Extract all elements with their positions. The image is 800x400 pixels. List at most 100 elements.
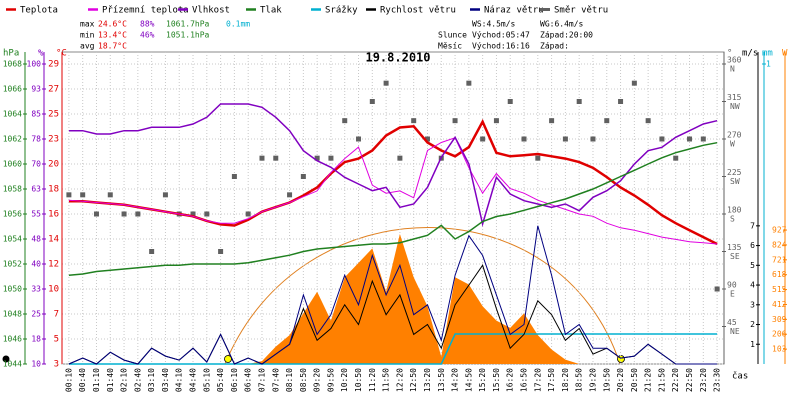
point — [562, 136, 568, 142]
y-tick-label: 824 — [772, 240, 787, 249]
y-tick-label: 7 — [54, 310, 59, 320]
legend-label: Směr větru — [554, 6, 608, 16]
x-tick-label: 03:40 — [161, 368, 170, 392]
stat-text: 13.4°C — [98, 31, 127, 40]
x-tick-label: 17:20 — [533, 368, 542, 392]
point — [66, 192, 72, 198]
point — [369, 99, 375, 104]
y-tick-label: 1048 — [3, 310, 22, 319]
y-tick-label: 12 — [48, 259, 59, 269]
x-tick-label: 13:20 — [423, 368, 432, 392]
axis-unit: mm — [762, 49, 773, 59]
y-tick-label: 135 — [727, 243, 742, 252]
x-tick-label: 23:20 — [699, 368, 708, 392]
point — [452, 118, 458, 124]
x-tick-label: 04:40 — [189, 368, 198, 392]
y-tick-label: 6 — [750, 241, 755, 250]
y-tick-label: 1058 — [3, 185, 22, 194]
point — [700, 136, 706, 142]
y-tick-label: 78 — [31, 135, 41, 144]
y-tick-label: 10 — [48, 285, 59, 295]
legend-label: Teplota — [20, 6, 58, 16]
compass-label: E — [730, 290, 735, 299]
y-tick-label: 1060 — [3, 160, 22, 169]
x-tick-label: 14:20 — [451, 368, 460, 392]
point — [107, 192, 113, 198]
point — [204, 211, 210, 217]
x-tick-label: 03:10 — [147, 368, 156, 392]
x-tick-label: 00:40 — [78, 368, 87, 392]
stat-text: 1061.7hPa — [166, 20, 210, 29]
moon-dot — [2, 355, 10, 363]
legend-label: Přízemní teplota — [102, 6, 189, 16]
x-tick-label: 23:30 — [713, 368, 722, 392]
stat-text: max — [80, 20, 95, 29]
x-tick-label: 20:50 — [630, 368, 639, 392]
stat-text: 88% — [140, 20, 155, 29]
stat-text: Východ:05:47 — [472, 31, 530, 40]
x-tick-label: 11:50 — [382, 368, 391, 392]
axis-unit: hPa — [3, 49, 19, 59]
y-tick-label: 3 — [54, 360, 59, 370]
line — [68, 141, 718, 277]
y-tick-label: 100 — [27, 60, 42, 69]
y-tick-label: 3 — [750, 300, 755, 309]
y-tick-label: 1050 — [3, 285, 22, 294]
y-tick-label: 33 — [31, 285, 41, 294]
point — [328, 155, 334, 161]
point — [397, 155, 403, 161]
x-tick-label: 00:10 — [64, 368, 73, 392]
point — [300, 174, 306, 179]
y-tick-label: 315 — [727, 93, 742, 102]
y-tick-label: 412 — [772, 300, 787, 309]
x-tick-label: 18:50 — [575, 368, 584, 392]
y-tick-label: 270 — [727, 131, 742, 140]
y-tick-label: 5 — [54, 334, 59, 344]
point — [383, 80, 389, 86]
x-tick-label: 16:50 — [520, 368, 529, 392]
y-axis-unit: °C — [56, 49, 67, 59]
point — [604, 118, 610, 124]
x-tick-label: 12:50 — [409, 368, 418, 392]
x-tick-label: 21:20 — [644, 368, 653, 392]
point — [149, 249, 155, 254]
x-tick-label: 18:20 — [561, 368, 570, 392]
x-tick-label: 11:20 — [368, 368, 377, 392]
point — [273, 155, 279, 161]
y-tick-label: 1046 — [3, 335, 22, 344]
y-tick-label: 10 — [31, 360, 41, 369]
point — [576, 99, 582, 104]
point — [687, 136, 693, 142]
axis-unit: ° — [727, 49, 732, 59]
point — [673, 155, 679, 161]
point — [645, 118, 651, 124]
line — [68, 103, 718, 227]
x-tick-label: 17:50 — [547, 368, 556, 392]
x-tick-label: 02:40 — [133, 368, 142, 392]
y-tick-label: 27 — [48, 85, 59, 95]
legend-label: Tlak — [260, 6, 282, 16]
y-tick-label: 16 — [48, 210, 59, 220]
y-tick-label: 5 — [750, 261, 755, 270]
axis-unit: % — [38, 49, 44, 59]
stat-text: 1051.1hPa — [166, 31, 210, 40]
stat-text: Západ: — [540, 42, 569, 51]
x-tick-label: 19:20 — [588, 368, 597, 392]
y-tick-label: 927 — [772, 226, 787, 235]
y-tick-label: 25 — [31, 310, 41, 319]
y-tick-label: 63 — [31, 185, 41, 194]
point — [80, 192, 86, 198]
y-tick-label: 225 — [727, 168, 742, 177]
legend-label: Vlhkost — [192, 6, 230, 16]
line — [68, 333, 718, 365]
point — [493, 118, 499, 124]
y-tick-label: 4 — [750, 281, 755, 290]
stat-text: 24.6°C — [98, 20, 127, 29]
point — [631, 80, 637, 86]
y-tick-label: 45 — [727, 318, 737, 327]
compass-label: W — [730, 140, 735, 149]
compass-label: NE — [730, 327, 740, 336]
x-tick-label: 16:20 — [506, 368, 515, 392]
axis-unit: W — [782, 49, 788, 59]
x-tick-label: 08:10 — [285, 368, 294, 392]
